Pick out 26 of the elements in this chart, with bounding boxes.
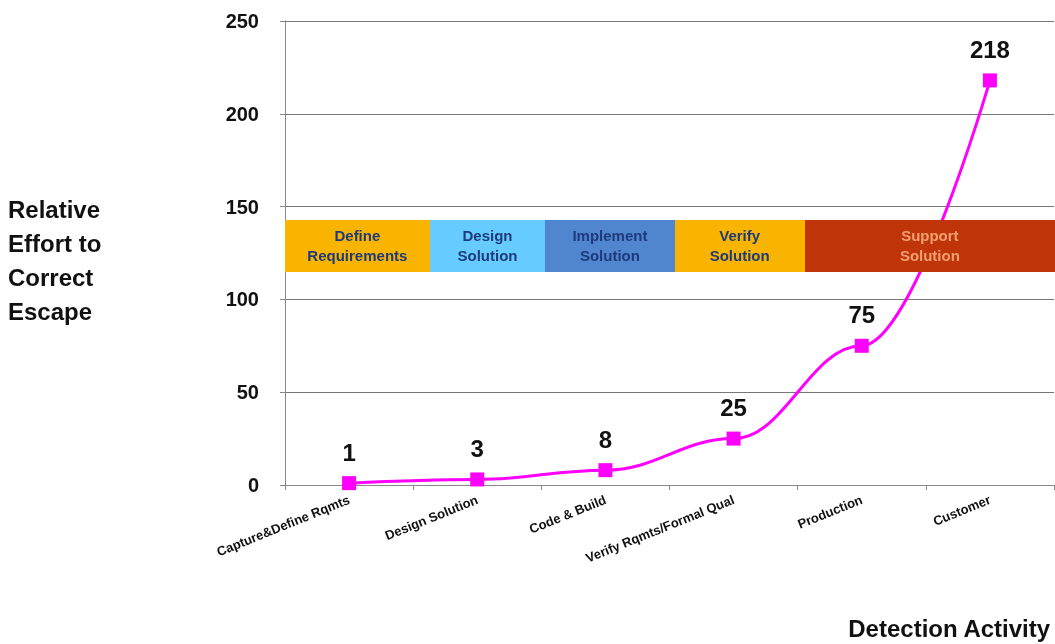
point	[470, 472, 485, 487]
point	[854, 338, 869, 353]
x-tick-label: Code & Build	[527, 492, 609, 537]
y-tick-label: 150	[225, 195, 259, 218]
y-tick-label: 100	[225, 288, 259, 311]
annotation: Support Solution	[804, 219, 1055, 272]
point	[342, 476, 357, 491]
data-label: 1	[342, 438, 356, 466]
point	[726, 431, 741, 446]
point	[598, 463, 613, 478]
data-label: 75	[848, 301, 876, 329]
x-axis-title: Detection Activity	[848, 614, 1051, 642]
y-tick-label: 50	[236, 381, 259, 404]
annotation: Verify Solution	[674, 219, 805, 272]
point	[982, 73, 997, 88]
annotation: Design Solution	[429, 219, 546, 272]
data-label: 218	[969, 35, 1010, 63]
y-tick-label: 0	[247, 474, 259, 496]
data-label: 25	[720, 394, 747, 422]
data-label: 8	[598, 425, 613, 453]
annotation: Define Requirements	[285, 219, 430, 272]
y-tick-label: 200	[225, 102, 259, 125]
y-axis-title: Relative Effort to Correct Escape	[8, 195, 108, 325]
annotation: Implement Solution	[545, 219, 675, 272]
y-tick-label: 250	[225, 10, 259, 32]
data-label: 3	[470, 434, 484, 462]
